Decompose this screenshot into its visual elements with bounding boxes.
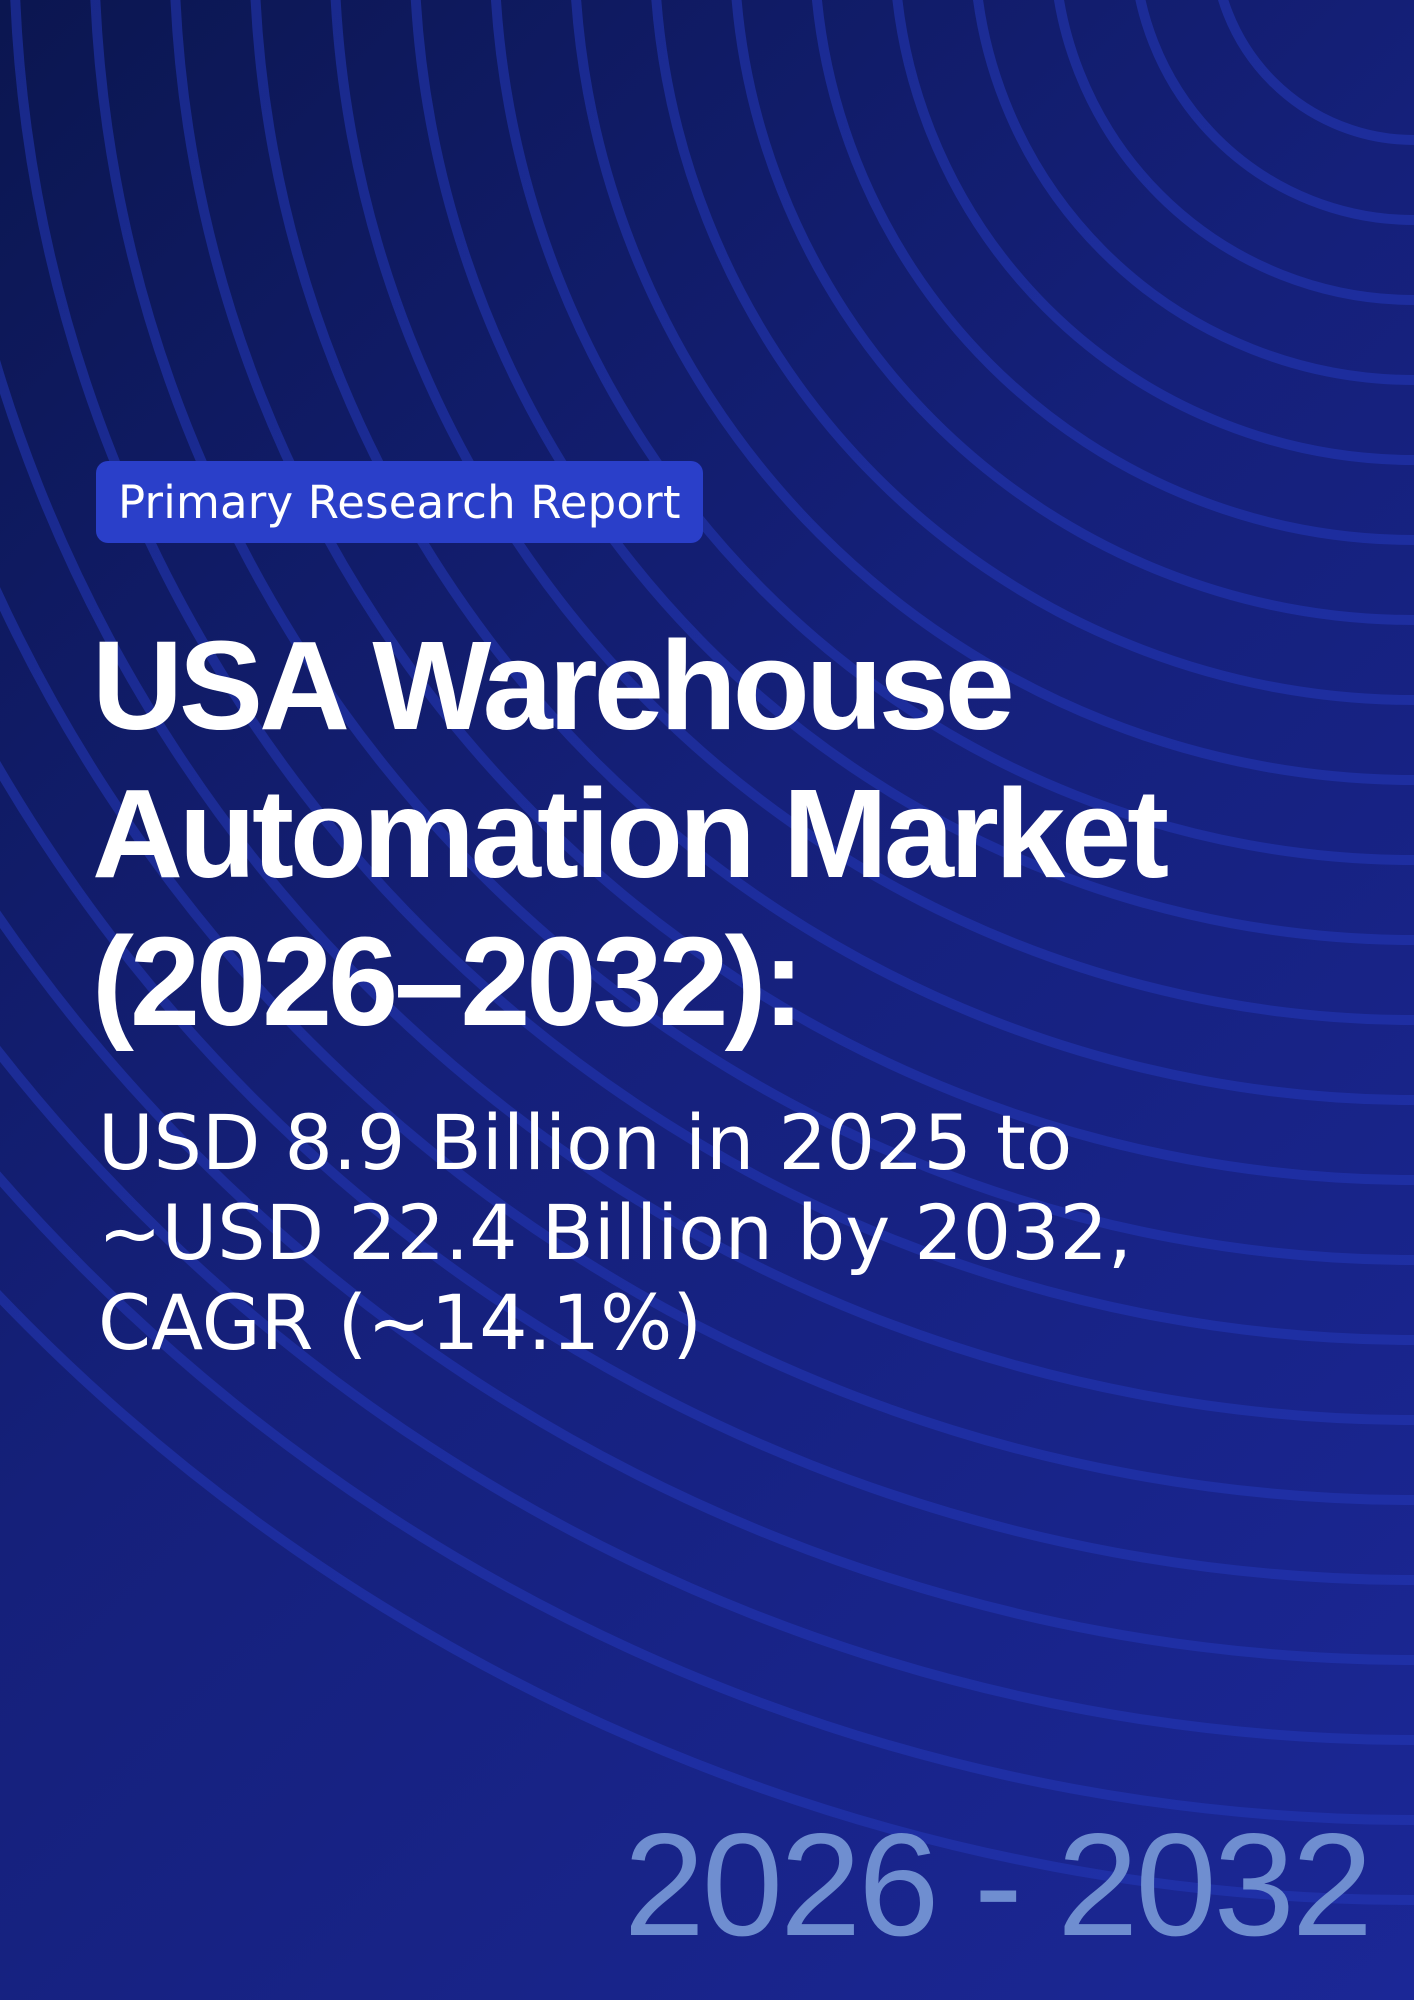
market-summary: USD 8.9 Billion in 2025 to ~USD 22.4 Bil… [98,1098,1358,1368]
summary-line-2: ~USD 22.4 Billion by 2032, [98,1188,1132,1277]
title-line-3: (2026–2032): [92,911,805,1052]
report-title: USA Warehouse Automation Market (2026–20… [92,612,1352,1056]
summary-line-1: USD 8.9 Billion in 2025 to [98,1098,1073,1187]
report-type-label: Primary Research Report [118,475,681,529]
report-type-badge: Primary Research Report [96,461,703,543]
forecast-period: 2026 - 2032 [623,1803,1373,1966]
title-line-1: USA Warehouse [92,615,1015,756]
summary-line-3: CAGR (~14.1%) [98,1278,702,1367]
title-line-2: Automation Market [92,763,1169,904]
